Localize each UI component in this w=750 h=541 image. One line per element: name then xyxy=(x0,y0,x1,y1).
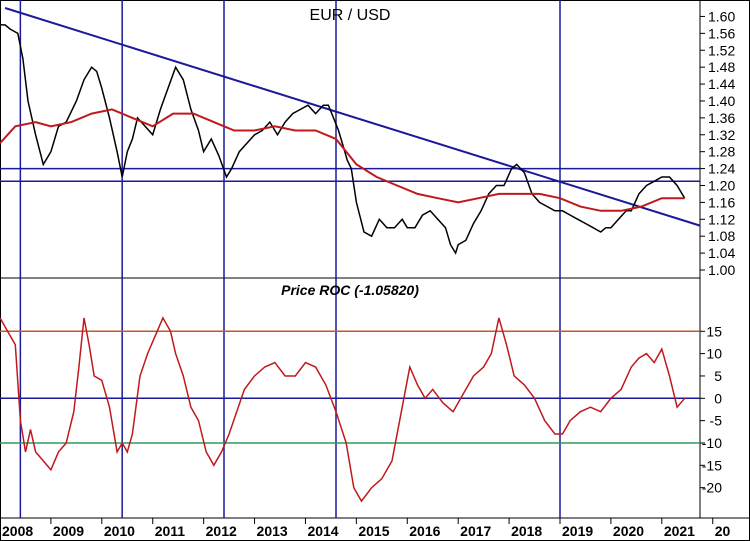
roc-title: Price ROC (-1.05820) xyxy=(281,282,419,298)
price-panel: 1.601.561.521.481.441.401.361.321.281.24… xyxy=(0,0,735,518)
descending-trendline xyxy=(4,7,701,227)
roc-grid xyxy=(0,330,700,444)
x-tick-label-12: 2020 xyxy=(613,523,644,539)
roc-y-tick-label-4: -5 xyxy=(710,413,723,429)
roc-y-tick-label-7: -20 xyxy=(702,480,722,496)
price-y-tick-label-0: 1.60 xyxy=(708,8,735,24)
roc-y-tick-label-5: -10 xyxy=(702,435,722,451)
price-y-tick-label-9: 1.24 xyxy=(708,161,735,177)
price-line xyxy=(0,24,686,255)
x-tick-label-0: 2008 xyxy=(2,523,33,539)
x-tick-label-11: 2019 xyxy=(562,523,593,539)
x-tick-label-3: 2011 xyxy=(155,523,186,539)
roc-y-tick-label-2: 5 xyxy=(714,368,722,384)
price-y-tick-label-10: 1.20 xyxy=(708,177,735,193)
x-tick-label-5: 2013 xyxy=(257,523,288,539)
price-y-tick-label-12: 1.12 xyxy=(708,211,735,227)
x-tick-label-6: 2014 xyxy=(307,523,338,539)
price-y-tick-label-1: 1.56 xyxy=(708,25,735,41)
roc-line xyxy=(0,316,686,503)
x-tick-label-10: 2018 xyxy=(511,523,542,539)
moving-average-line xyxy=(0,108,685,212)
price-y-tick-label-14: 1.04 xyxy=(708,245,735,261)
chart-title: EUR / USD xyxy=(310,7,391,24)
roc-panel: 15 10 5 0 -5 -10 -15 -20 Price ROC (-1.05820) xyxy=(0,282,723,503)
price-y-tick-label-15: 1.00 xyxy=(708,262,735,278)
roc-y-axis: 15 10 5 0 -5 -10 -15 -20 xyxy=(700,323,723,496)
x-tick-label-9: 2017 xyxy=(460,523,491,539)
price-grid xyxy=(0,0,700,518)
roc-y-tick-label-0: 15 xyxy=(706,323,722,339)
price-y-tick-label-5: 1.40 xyxy=(708,93,735,109)
x-tick-label-13: 2021 xyxy=(664,523,695,539)
price-y-tick-label-2: 1.52 xyxy=(708,42,735,58)
x-tick-label-4: 2012 xyxy=(206,523,237,539)
price-y-tick-label-8: 1.28 xyxy=(708,144,735,160)
price-y-tick-label-7: 1.32 xyxy=(708,127,735,143)
price-y-tick-label-4: 1.44 xyxy=(708,76,735,92)
x-tick-label-8: 2016 xyxy=(409,523,440,539)
roc-y-tick-label-6: -15 xyxy=(702,457,722,473)
price-y-tick-label-13: 1.08 xyxy=(708,228,735,244)
x-axis: 2008 2009 2010 2011 2012 2013 2014 2015 2016 2017… xyxy=(0,518,731,539)
roc-y-tick-label-3: 0 xyxy=(714,390,722,406)
price-y-tick-label-6: 1.36 xyxy=(708,110,735,126)
price-y-axis: 1.601.561.521.481.441.401.361.321.281.24… xyxy=(700,8,735,278)
x-tick-label-2: 2010 xyxy=(104,523,135,539)
x-tick-label-1: 2009 xyxy=(53,523,84,539)
price-y-tick-label-3: 1.48 xyxy=(708,59,735,75)
roc-y-tick-label-1: 10 xyxy=(706,346,722,362)
x-tick-label-7: 2015 xyxy=(358,523,389,539)
price-y-tick-label-11: 1.16 xyxy=(708,194,735,210)
x-tick-label-14: 20 xyxy=(715,523,731,539)
